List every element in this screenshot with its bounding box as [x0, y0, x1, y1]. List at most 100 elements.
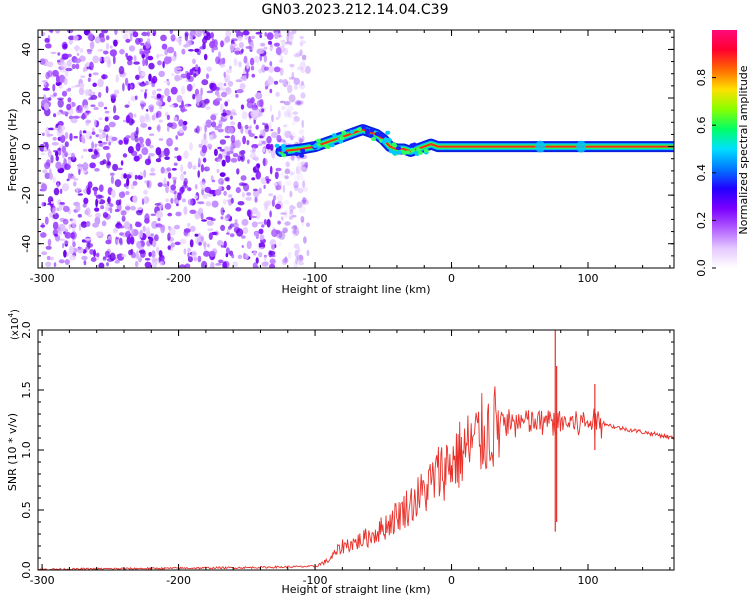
noise-speckle: [122, 153, 128, 158]
noise-speckle: [116, 221, 121, 225]
noise-speckle: [293, 116, 300, 123]
noise-speckle: [262, 122, 266, 126]
noise-speckle: [141, 71, 146, 77]
noise-speckle: [252, 188, 258, 192]
noise-speckle: [292, 115, 298, 120]
noise-speckle: [109, 45, 113, 49]
snr-panel: -300 -200 -100 0 100 0.0 0.5 1.0 1.5 2.0 Height …: [6, 309, 675, 596]
noise-speckle: [299, 138, 303, 144]
noise-speckle: [289, 135, 297, 139]
noise-speckle: [135, 142, 141, 152]
noise-speckle: [261, 261, 269, 267]
noise-speckle: [97, 101, 104, 108]
noise-speckle: [221, 112, 228, 117]
noise-speckle: [189, 68, 194, 76]
noise-speckle: [91, 154, 98, 160]
signal-blotch: [396, 150, 402, 155]
noise-speckle: [241, 111, 248, 120]
noise-speckle: [211, 179, 216, 183]
noise-speckle: [283, 101, 291, 106]
noise-speckle: [301, 196, 307, 205]
heatmap-x-axis: -300 -200 -100 0 100: [30, 30, 671, 285]
residual-patch: [535, 140, 546, 153]
noise-speckle: [306, 222, 310, 227]
noise-speckle: [86, 187, 91, 195]
noise-speckle: [213, 46, 218, 51]
noise-speckle: [59, 188, 63, 195]
noise-speckle: [52, 176, 56, 183]
y-tick-label: 0.5: [20, 501, 33, 519]
noise-speckle: [68, 246, 74, 255]
noise-speckle: [87, 32, 94, 41]
noise-speckle: [288, 33, 295, 41]
noise-speckle: [143, 169, 147, 178]
noise-speckle: [199, 99, 207, 109]
noise-speckle: [220, 87, 227, 91]
noise-speckle: [58, 203, 63, 211]
noise-speckle: [206, 73, 209, 79]
noise-speckle: [164, 88, 170, 97]
signal-blotch: [405, 150, 411, 155]
signal-blotch: [300, 148, 306, 153]
noise-speckle: [284, 130, 292, 139]
noise-speckle: [183, 177, 188, 186]
noise-speckle: [79, 82, 85, 89]
noise-speckle: [246, 139, 250, 146]
noise-speckle: [246, 100, 254, 109]
noise-speckle: [174, 147, 179, 151]
noise-speckle: [257, 221, 264, 225]
noise-speckle: [94, 207, 100, 212]
noise-speckle: [224, 177, 230, 182]
noise-speckle: [103, 50, 109, 55]
noise-speckle: [187, 187, 192, 192]
noise-speckle: [148, 251, 152, 257]
noise-speckle: [295, 256, 298, 265]
noise-speckle: [125, 114, 131, 123]
noise-speckle: [187, 256, 193, 263]
noise-speckle: [148, 73, 152, 82]
noise-speckle: [225, 247, 230, 255]
noise-speckle: [287, 251, 292, 259]
noise-speckle: [84, 209, 89, 215]
noise-speckle: [275, 47, 282, 56]
noise-speckle: [263, 205, 269, 211]
noise-speckle: [89, 162, 96, 169]
noise-speckle: [120, 160, 124, 166]
noise-speckle: [147, 55, 154, 61]
noise-speckle: [195, 93, 203, 103]
noise-speckle: [68, 35, 75, 41]
colorbar-tick-label: 0.2: [695, 212, 708, 230]
noise-speckle: [151, 250, 156, 258]
noise-speckle: [183, 171, 187, 175]
noise-speckle: [167, 46, 175, 54]
noise-speckle: [73, 35, 79, 41]
noise-speckle: [75, 45, 79, 52]
noise-speckle: [114, 30, 118, 35]
noise-speckle: [140, 88, 144, 93]
noise-speckle: [234, 139, 241, 149]
noise-speckle: [73, 135, 78, 139]
noise-speckle: [259, 98, 264, 108]
noise-speckle: [144, 217, 150, 224]
noise-speckle: [254, 136, 258, 139]
noise-speckle: [176, 95, 183, 103]
figure-title: GN03.2023.212.14.04.C39: [262, 2, 449, 18]
heatmap-frame: [37, 29, 675, 269]
noise-speckle: [90, 104, 96, 107]
signal-blotch: [380, 134, 386, 139]
x-tick-label: 100: [578, 574, 599, 587]
noise-speckle: [40, 152, 45, 156]
noise-speckle: [278, 138, 286, 143]
signal-blotch: [274, 143, 280, 148]
noise-speckle: [81, 112, 86, 120]
noise-speckle: [232, 222, 239, 228]
noise-speckle: [153, 261, 160, 265]
noise-speckle: [64, 151, 68, 158]
noise-speckle: [290, 65, 295, 70]
noise-speckle: [219, 148, 225, 152]
noise-speckle: [201, 30, 205, 34]
noise-speckle: [269, 165, 273, 175]
noise-speckle: [130, 84, 133, 89]
y-tick-label: 1.0: [20, 441, 33, 459]
noise-speckle: [125, 174, 132, 179]
